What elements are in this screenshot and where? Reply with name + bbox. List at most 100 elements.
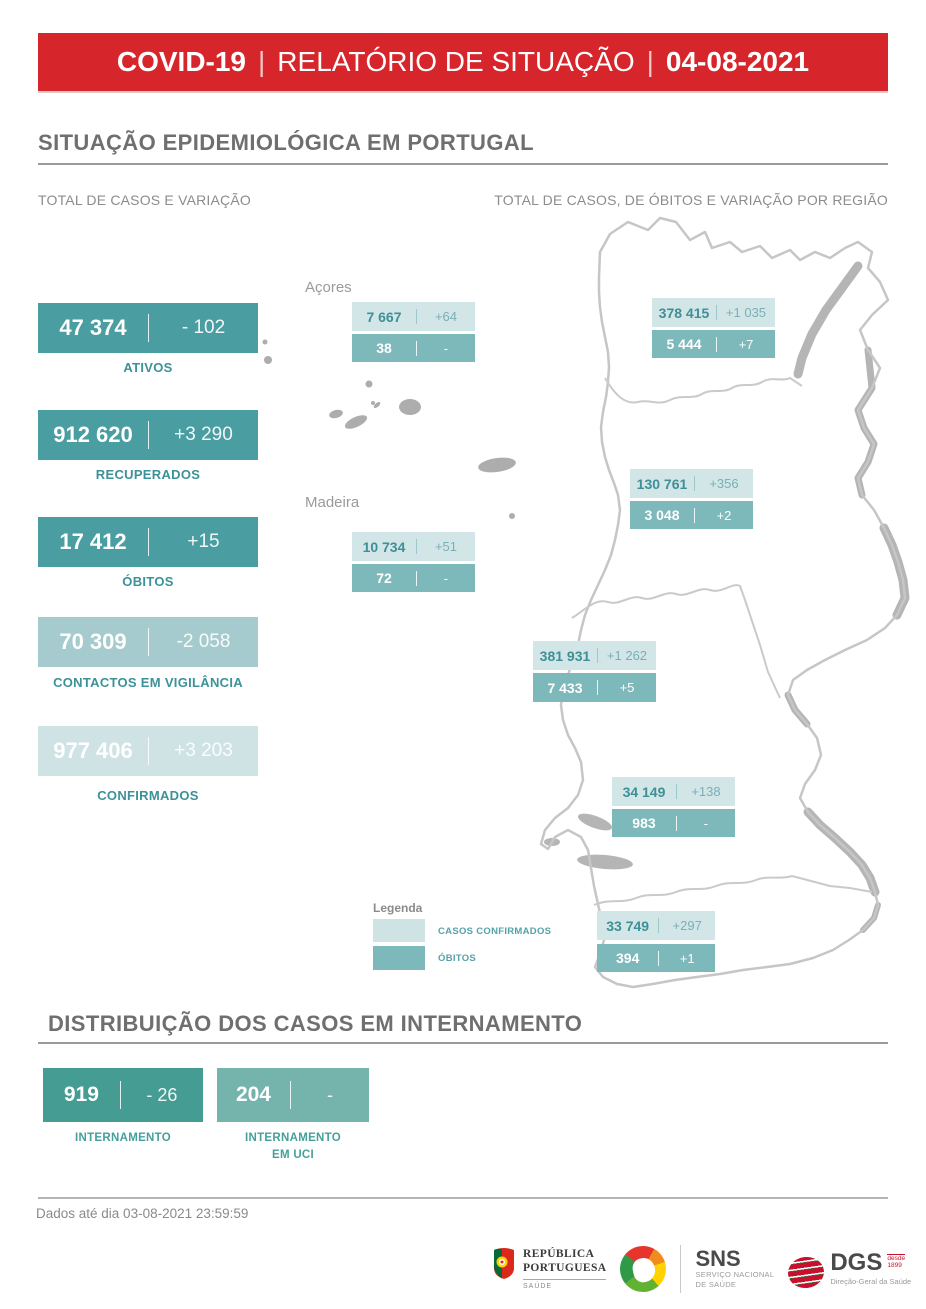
- alentejo-deaths-row: 983 -: [612, 809, 735, 837]
- stat-box-internamento-uci: 204 -: [217, 1068, 369, 1122]
- divider: [658, 918, 660, 933]
- divider: [148, 421, 149, 449]
- right-column-label: TOTAL DE CASOS, DE ÓBITOS E VARIAÇÃO POR…: [494, 192, 888, 208]
- divider: [119, 1081, 121, 1109]
- divider: [596, 648, 598, 663]
- report-banner: COVID-19 | RELATÓRIO DE SITUAÇÃO | 04-08…: [38, 33, 888, 91]
- lisboa-cases-row: 381 931 +1 262: [533, 641, 656, 670]
- republica-portuguesa-logo: REPÚBLICA PORTUGUESA SAÚDE: [492, 1248, 607, 1290]
- confirmados-delta: +3 203: [174, 740, 233, 761]
- internamento-uci-value: 204: [235, 1083, 271, 1106]
- stat-box-internamento: 919 - 26: [43, 1068, 203, 1122]
- legend-label-obitos: ÓBITOS: [438, 953, 477, 964]
- acores-deaths-row: 38 -: [352, 334, 475, 362]
- algarve-cases-row: 33 749 +297: [597, 911, 715, 940]
- madeira-cases: 10 734: [362, 538, 406, 555]
- stat-box-ativos: 47 374 - 102: [38, 303, 258, 353]
- internamento-uci-label-line2: EM UCI: [271, 1149, 315, 1162]
- republica-sub: SAÚDE: [523, 1278, 607, 1290]
- norte-cases: 378 415: [658, 304, 710, 321]
- divider: [148, 628, 149, 656]
- section-epi-rule: [38, 163, 888, 165]
- banner-separator-1: |: [258, 46, 266, 77]
- lisboa-deaths: 7 433: [547, 679, 583, 696]
- dgs-sub: Direção-Geral da Saúde: [830, 1276, 912, 1286]
- internamento-uci-label: INTERNAMENTO EM UCI: [217, 1130, 369, 1165]
- centro-cases-delta: +356: [709, 476, 739, 491]
- alentejo-deaths-delta: -: [703, 815, 709, 831]
- section-epi-title: SITUAÇÃO EPIDEMIOLÓGICA EM PORTUGAL: [38, 130, 534, 155]
- algarve-deaths: 394: [616, 950, 640, 966]
- portugal-map: [262, 216, 910, 989]
- dgs-since-line2: 1899: [887, 1262, 902, 1270]
- legend-swatch-obitos: [373, 946, 425, 970]
- centro-cases-row: 130 761 +356: [630, 469, 753, 498]
- section-intern-rule: [38, 1042, 888, 1044]
- sns-logo-icon: [620, 1246, 667, 1292]
- divider: [675, 784, 677, 799]
- centro-deaths-row: 3 048 +2: [630, 501, 753, 529]
- islands: [262, 339, 516, 519]
- obitos-label: ÓBITOS: [122, 574, 174, 589]
- sns-sub-line1: SERVIÇO NACIONAL: [695, 1270, 775, 1280]
- alentejo-cases-delta: +138: [691, 784, 721, 799]
- divider: [596, 680, 598, 695]
- divider: [675, 815, 677, 831]
- divider: [693, 476, 695, 491]
- algarve-cases-delta: +297: [672, 918, 702, 933]
- ativos-value: 47 374: [59, 315, 127, 340]
- republica-line1: REPÚBLICA: [523, 1248, 595, 1261]
- dgs-title: DGS: [830, 1248, 883, 1276]
- norte-cases-row: 378 415 +1 035: [652, 298, 775, 327]
- alentejo-deaths: 983: [632, 815, 656, 831]
- divider: [415, 570, 417, 586]
- acores-cases-row: 7 667 +64: [352, 302, 475, 331]
- madeira-label: Madeira: [305, 494, 360, 511]
- obitos-delta: +15: [187, 531, 220, 552]
- divider: [289, 1081, 291, 1109]
- legend-swatch-confirmados: [373, 919, 425, 942]
- logo-divider: [680, 1245, 682, 1293]
- acores-deaths: 38: [376, 340, 392, 356]
- acores-deaths-delta: -: [443, 340, 449, 356]
- divider: [658, 950, 660, 966]
- divider: [415, 340, 417, 356]
- internamento-label: INTERNAMENTO: [74, 1132, 172, 1144]
- ativos-delta: - 102: [181, 317, 226, 338]
- lisboa-deaths-row: 7 433 +5: [533, 673, 656, 702]
- internamento-value: 919: [63, 1083, 99, 1106]
- madeira-deaths-row: 72 -: [352, 564, 475, 592]
- acores-cases-delta: +64: [434, 309, 457, 324]
- confirmados-value: 977 406: [53, 738, 133, 763]
- madeira-cases-delta: +51: [434, 539, 457, 554]
- acores-cases: 7 667: [366, 308, 402, 325]
- madeira-deaths-delta: -: [443, 570, 449, 586]
- norte-cases-delta: +1 035: [725, 305, 767, 320]
- contactos-label: CONTACTOS EM VIGILÂNCIA: [53, 675, 243, 690]
- section-intern-title: DISTRIBUIÇÃO DOS CASOS EM INTERNAMENTO: [48, 1011, 583, 1036]
- banner-report-name: RELATÓRIO DE SITUAÇÃO: [277, 46, 635, 77]
- banner-separator-2: |: [646, 46, 654, 77]
- algarve-cases: 33 749: [606, 917, 650, 934]
- sns-title: SNS: [695, 1246, 741, 1272]
- centro-cases: 130 761: [636, 475, 688, 492]
- norte-deaths-row: 5 444 +7: [652, 330, 775, 358]
- left-column-label: TOTAL DE CASOS E VARIAÇÃO: [38, 192, 251, 208]
- sns-logo-text: SNS SERVIÇO NACIONAL DE SAÚDE: [695, 1248, 774, 1290]
- madeira-deaths: 72: [376, 570, 392, 586]
- banner-date: 04-08-2021: [665, 46, 810, 77]
- divider: [148, 314, 149, 342]
- recuperados-delta: +3 290: [174, 424, 233, 445]
- divider: [148, 737, 149, 765]
- dgs-since: desde 1899: [887, 1253, 906, 1271]
- divider: [693, 507, 695, 523]
- divider: [715, 336, 717, 352]
- dgs-logo: DGS desde 1899 Direção-Geral da Saúde: [786, 1248, 912, 1290]
- sns-sub-line2: DE SAÚDE: [695, 1280, 737, 1289]
- stat-box-confirmados: 977 406 +3 203: [38, 726, 258, 776]
- ativos-label: ATIVOS: [123, 360, 173, 375]
- republica-line2: PORTUGUESA: [523, 1261, 607, 1274]
- algarve-deaths-row: 394 +1: [597, 944, 715, 972]
- confirmados-label: CONFIRMADOS: [97, 788, 199, 803]
- stat-box-recuperados: 912 620 +3 290: [38, 410, 258, 460]
